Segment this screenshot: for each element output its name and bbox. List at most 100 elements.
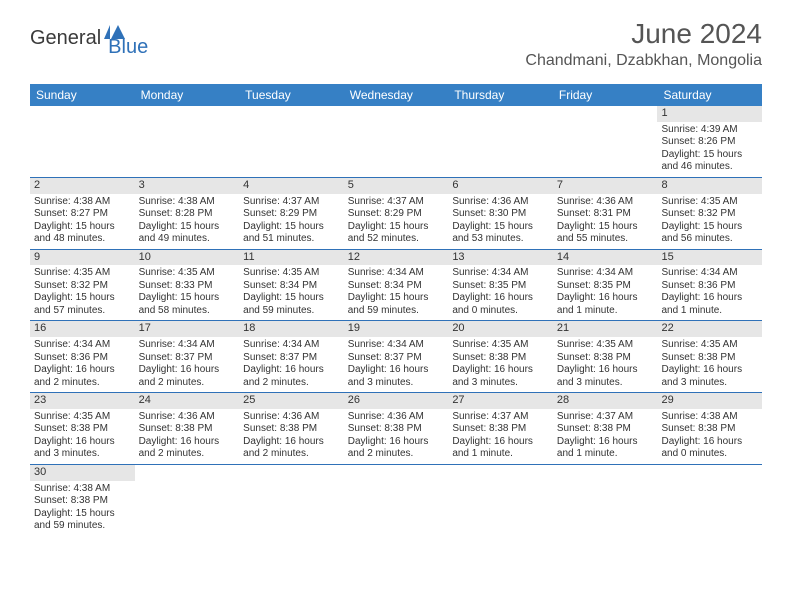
daylight-text: and 57 minutes. bbox=[34, 305, 131, 318]
page-header: General Blue June 2024 Chandmani, Dzabkh… bbox=[0, 0, 792, 78]
day-number: 10 bbox=[135, 250, 240, 266]
sunrise-text: Sunrise: 4:38 AM bbox=[139, 196, 236, 209]
calendar-cell: 25Sunrise: 4:36 AMSunset: 8:38 PMDayligh… bbox=[239, 393, 344, 464]
sunrise-text: Sunrise: 4:34 AM bbox=[348, 339, 445, 352]
sunrise-text: Sunrise: 4:35 AM bbox=[34, 411, 131, 424]
daylight-text: Daylight: 15 hours bbox=[243, 221, 340, 234]
calendar-cell bbox=[30, 106, 135, 177]
day-number: 16 bbox=[30, 321, 135, 337]
sunrise-text: Sunrise: 4:35 AM bbox=[34, 267, 131, 280]
daylight-text: and 1 minute. bbox=[661, 305, 758, 318]
day-number: 24 bbox=[135, 393, 240, 409]
calendar-cell: 4Sunrise: 4:37 AMSunset: 8:29 PMDaylight… bbox=[239, 178, 344, 249]
calendar-cell bbox=[657, 465, 762, 536]
sunset-text: Sunset: 8:38 PM bbox=[452, 423, 549, 436]
sunset-text: Sunset: 8:38 PM bbox=[557, 423, 654, 436]
calendar-cell: 26Sunrise: 4:36 AMSunset: 8:38 PMDayligh… bbox=[344, 393, 449, 464]
day-number: 28 bbox=[553, 393, 658, 409]
sunrise-text: Sunrise: 4:34 AM bbox=[452, 267, 549, 280]
calendar-weekday-header: SundayMondayTuesdayWednesdayThursdayFrid… bbox=[30, 84, 762, 106]
calendar-cell: 16Sunrise: 4:34 AMSunset: 8:36 PMDayligh… bbox=[30, 321, 135, 392]
daylight-text: and 52 minutes. bbox=[348, 233, 445, 246]
daylight-text: Daylight: 15 hours bbox=[348, 292, 445, 305]
sunrise-text: Sunrise: 4:35 AM bbox=[661, 196, 758, 209]
calendar-cell: 9Sunrise: 4:35 AMSunset: 8:32 PMDaylight… bbox=[30, 250, 135, 321]
daylight-text: Daylight: 16 hours bbox=[557, 292, 654, 305]
day-number: 11 bbox=[239, 250, 344, 266]
calendar-cell bbox=[553, 465, 658, 536]
sunrise-text: Sunrise: 4:35 AM bbox=[139, 267, 236, 280]
daylight-text: Daylight: 16 hours bbox=[34, 436, 131, 449]
sunset-text: Sunset: 8:28 PM bbox=[139, 208, 236, 221]
calendar-cell: 20Sunrise: 4:35 AMSunset: 8:38 PMDayligh… bbox=[448, 321, 553, 392]
daylight-text: and 56 minutes. bbox=[661, 233, 758, 246]
calendar-cell: 24Sunrise: 4:36 AMSunset: 8:38 PMDayligh… bbox=[135, 393, 240, 464]
calendar-cell: 13Sunrise: 4:34 AMSunset: 8:35 PMDayligh… bbox=[448, 250, 553, 321]
daylight-text: and 1 minute. bbox=[452, 448, 549, 461]
calendar-cell bbox=[344, 465, 449, 536]
sunrise-text: Sunrise: 4:34 AM bbox=[661, 267, 758, 280]
day-number: 27 bbox=[448, 393, 553, 409]
calendar-row: 2Sunrise: 4:38 AMSunset: 8:27 PMDaylight… bbox=[30, 177, 762, 249]
sunset-text: Sunset: 8:37 PM bbox=[243, 352, 340, 365]
calendar-cell bbox=[135, 465, 240, 536]
calendar-cell: 29Sunrise: 4:38 AMSunset: 8:38 PMDayligh… bbox=[657, 393, 762, 464]
daylight-text: Daylight: 16 hours bbox=[243, 364, 340, 377]
daylight-text: Daylight: 16 hours bbox=[452, 292, 549, 305]
daylight-text: and 51 minutes. bbox=[243, 233, 340, 246]
daylight-text: and 49 minutes. bbox=[139, 233, 236, 246]
calendar-cell: 12Sunrise: 4:34 AMSunset: 8:34 PMDayligh… bbox=[344, 250, 449, 321]
calendar-cell: 6Sunrise: 4:36 AMSunset: 8:30 PMDaylight… bbox=[448, 178, 553, 249]
daylight-text: Daylight: 15 hours bbox=[661, 221, 758, 234]
day-number: 8 bbox=[657, 178, 762, 194]
calendar-cell: 21Sunrise: 4:35 AMSunset: 8:38 PMDayligh… bbox=[553, 321, 658, 392]
day-number: 12 bbox=[344, 250, 449, 266]
sunrise-text: Sunrise: 4:37 AM bbox=[557, 411, 654, 424]
daylight-text: and 3 minutes. bbox=[452, 377, 549, 390]
sunrise-text: Sunrise: 4:38 AM bbox=[34, 483, 131, 496]
sunrise-text: Sunrise: 4:36 AM bbox=[243, 411, 340, 424]
calendar-row: 9Sunrise: 4:35 AMSunset: 8:32 PMDaylight… bbox=[30, 249, 762, 321]
daylight-text: and 3 minutes. bbox=[34, 448, 131, 461]
daylight-text: and 2 minutes. bbox=[243, 448, 340, 461]
brand-logo: General Blue bbox=[30, 18, 148, 59]
sunrise-text: Sunrise: 4:37 AM bbox=[348, 196, 445, 209]
sunrise-text: Sunrise: 4:35 AM bbox=[661, 339, 758, 352]
day-number: 15 bbox=[657, 250, 762, 266]
calendar-cell: 7Sunrise: 4:36 AMSunset: 8:31 PMDaylight… bbox=[553, 178, 658, 249]
sunset-text: Sunset: 8:38 PM bbox=[452, 352, 549, 365]
calendar-cell: 1Sunrise: 4:39 AMSunset: 8:26 PMDaylight… bbox=[657, 106, 762, 177]
sunrise-text: Sunrise: 4:36 AM bbox=[348, 411, 445, 424]
calendar-body: 1Sunrise: 4:39 AMSunset: 8:26 PMDaylight… bbox=[30, 106, 762, 536]
sunset-text: Sunset: 8:35 PM bbox=[452, 280, 549, 293]
sunset-text: Sunset: 8:35 PM bbox=[557, 280, 654, 293]
day-number: 3 bbox=[135, 178, 240, 194]
calendar-cell: 2Sunrise: 4:38 AMSunset: 8:27 PMDaylight… bbox=[30, 178, 135, 249]
sunset-text: Sunset: 8:38 PM bbox=[661, 352, 758, 365]
sunrise-text: Sunrise: 4:36 AM bbox=[452, 196, 549, 209]
daylight-text: Daylight: 15 hours bbox=[34, 508, 131, 521]
day-number: 29 bbox=[657, 393, 762, 409]
daylight-text: Daylight: 16 hours bbox=[661, 436, 758, 449]
daylight-text: and 3 minutes. bbox=[557, 377, 654, 390]
calendar-cell: 30Sunrise: 4:38 AMSunset: 8:38 PMDayligh… bbox=[30, 465, 135, 536]
daylight-text: Daylight: 16 hours bbox=[139, 436, 236, 449]
day-number: 19 bbox=[344, 321, 449, 337]
daylight-text: and 46 minutes. bbox=[661, 161, 758, 174]
daylight-text: and 58 minutes. bbox=[139, 305, 236, 318]
daylight-text: Daylight: 16 hours bbox=[348, 436, 445, 449]
daylight-text: and 1 minute. bbox=[557, 305, 654, 318]
brand-text-general: General bbox=[30, 27, 101, 50]
sunrise-text: Sunrise: 4:35 AM bbox=[243, 267, 340, 280]
calendar-cell: 22Sunrise: 4:35 AMSunset: 8:38 PMDayligh… bbox=[657, 321, 762, 392]
daylight-text: and 1 minute. bbox=[557, 448, 654, 461]
daylight-text: and 3 minutes. bbox=[348, 377, 445, 390]
sunrise-text: Sunrise: 4:38 AM bbox=[34, 196, 131, 209]
daylight-text: Daylight: 16 hours bbox=[452, 436, 549, 449]
day-number: 5 bbox=[344, 178, 449, 194]
sunrise-text: Sunrise: 4:37 AM bbox=[243, 196, 340, 209]
calendar-cell: 5Sunrise: 4:37 AMSunset: 8:29 PMDaylight… bbox=[344, 178, 449, 249]
day-number: 7 bbox=[553, 178, 658, 194]
calendar-cell: 10Sunrise: 4:35 AMSunset: 8:33 PMDayligh… bbox=[135, 250, 240, 321]
daylight-text: Daylight: 15 hours bbox=[34, 221, 131, 234]
